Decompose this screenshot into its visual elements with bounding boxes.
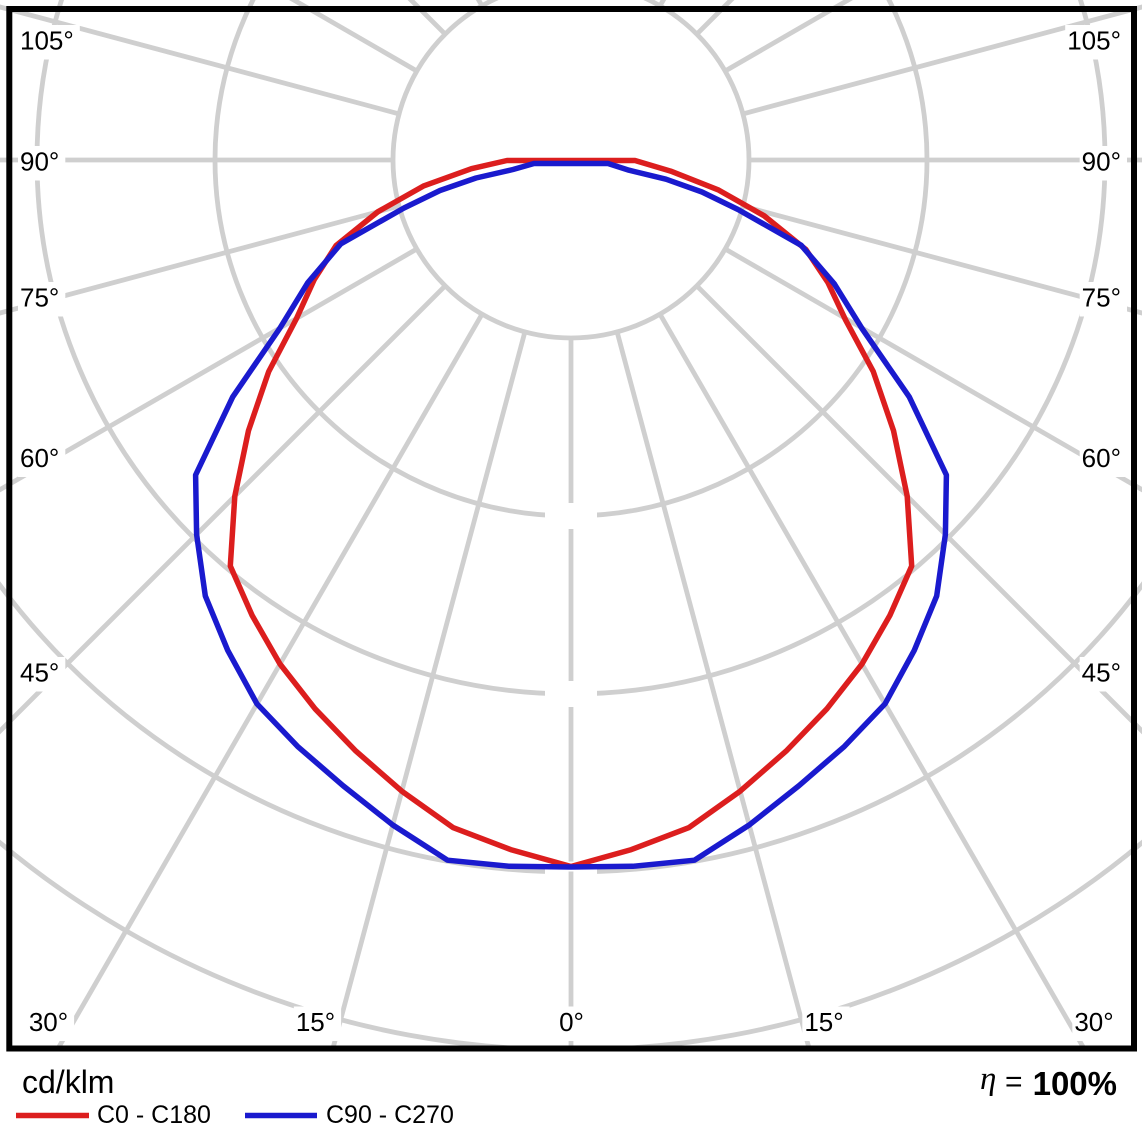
svg-text:15°: 15° [804, 1007, 843, 1037]
svg-text:C90 - C270: C90 - C270 [326, 1101, 454, 1129]
svg-text:15°: 15° [296, 1007, 335, 1037]
svg-text:30°: 30° [29, 1007, 68, 1037]
svg-text:90°: 90° [20, 147, 59, 177]
svg-text:C0 - C180: C0 - C180 [97, 1101, 211, 1129]
svg-text:90°: 90° [1082, 147, 1121, 177]
svg-text:60°: 60° [20, 443, 59, 473]
svg-text:75°: 75° [1082, 283, 1121, 313]
svg-text:60°: 60° [1082, 443, 1121, 473]
svg-text:cd/klm: cd/klm [22, 1064, 114, 1100]
svg-text:45°: 45° [1082, 658, 1121, 688]
svg-text:105°: 105° [20, 26, 74, 56]
svg-text:η: η [980, 1061, 996, 1097]
svg-text:0°: 0° [559, 1007, 584, 1037]
svg-text:75°: 75° [20, 283, 59, 313]
svg-text:45°: 45° [20, 658, 59, 688]
svg-text:100%: 100% [1033, 1065, 1117, 1102]
svg-text:=: = [1005, 1066, 1023, 1099]
svg-text:30°: 30° [1074, 1007, 1113, 1037]
svg-text:105°: 105° [1067, 26, 1121, 56]
